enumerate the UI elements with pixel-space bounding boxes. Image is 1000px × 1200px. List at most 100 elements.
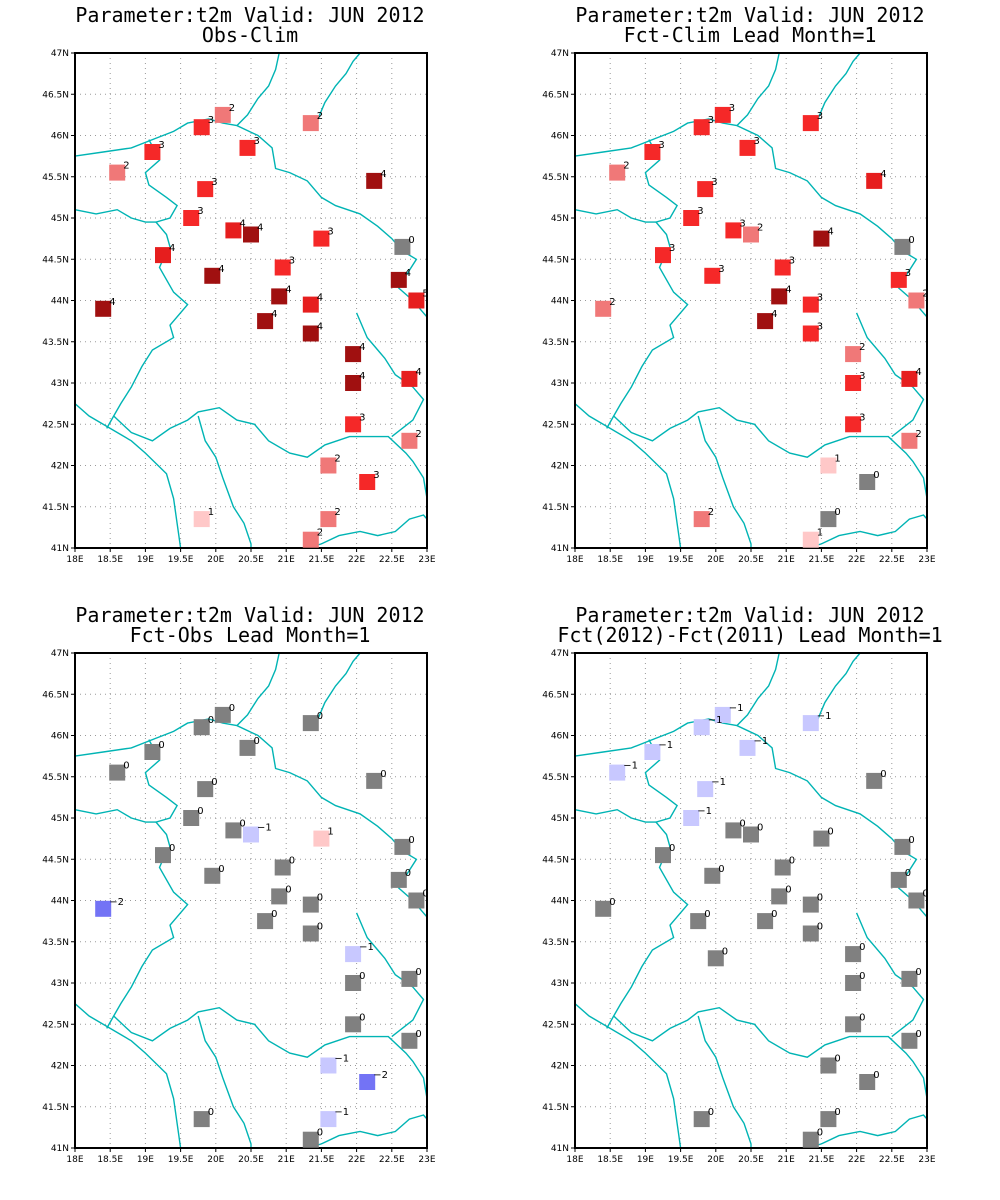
station-label: 0 bbox=[380, 769, 386, 780]
panel-title: Parameter:t2m Valid: JUN 2012 bbox=[575, 603, 925, 627]
lat-tick-label: 45.5N bbox=[542, 773, 569, 783]
station-label: −1 bbox=[658, 740, 673, 751]
station-marker bbox=[183, 810, 200, 826]
grid-lines bbox=[575, 53, 927, 548]
station-marker bbox=[320, 457, 337, 474]
station-marker bbox=[214, 106, 231, 123]
station-marker bbox=[859, 474, 876, 490]
station-label: 2 bbox=[334, 454, 340, 465]
border-line bbox=[574, 118, 928, 318]
station-label: −1 bbox=[334, 1054, 349, 1065]
lat-tick-label: 45N bbox=[51, 214, 69, 224]
station-marker bbox=[408, 892, 425, 909]
station-label: 3 bbox=[211, 177, 217, 188]
lat-tick-label: 43.5N bbox=[42, 938, 69, 948]
lat-tick-label: 41.5N bbox=[42, 503, 69, 513]
border-line bbox=[613, 406, 928, 499]
station-marker bbox=[193, 719, 210, 736]
station-label: 3 bbox=[817, 111, 823, 122]
lat-tick-label: 42N bbox=[551, 1062, 569, 1072]
lat-tick-label: 44.5N bbox=[542, 855, 569, 865]
station-label: 0 bbox=[158, 740, 164, 751]
station-marker bbox=[714, 706, 731, 723]
border-line bbox=[307, 1114, 428, 1149]
station-marker bbox=[359, 1074, 376, 1090]
lat-tick-label: 44N bbox=[551, 897, 569, 907]
station-marker bbox=[271, 288, 288, 305]
lon-tick-label: 20E bbox=[207, 555, 224, 565]
station-label: −1 bbox=[708, 715, 723, 726]
border-line bbox=[236, 652, 280, 727]
lon-tick-label: 23E bbox=[918, 1155, 935, 1165]
panel-subtitle: Fct-Obs Lead Month=1 bbox=[129, 623, 371, 647]
station-label: 4 bbox=[317, 293, 323, 304]
lon-tick-label: 19E bbox=[637, 555, 654, 565]
border-line bbox=[106, 139, 189, 429]
border-line bbox=[697, 1015, 752, 1148]
station-marker bbox=[225, 222, 242, 239]
station-marker bbox=[859, 1074, 876, 1090]
lat-tick-label: 44N bbox=[51, 297, 69, 307]
station-label: 0 bbox=[415, 1029, 421, 1040]
station-marker bbox=[644, 144, 661, 160]
lon-tick-label: 22.5E bbox=[379, 555, 405, 565]
station-marker bbox=[239, 139, 256, 156]
station-label: 0 bbox=[718, 864, 724, 875]
lon-tick-label: 23E bbox=[418, 555, 435, 565]
station-marker bbox=[757, 313, 774, 330]
panel-title: Parameter:t2m Valid: JUN 2012 bbox=[75, 3, 425, 27]
station-marker bbox=[274, 259, 291, 276]
station-marker bbox=[901, 370, 918, 387]
station-marker bbox=[197, 781, 214, 798]
station-label: 3 bbox=[729, 103, 735, 114]
station-label: 4 bbox=[257, 223, 263, 234]
station-label: 4 bbox=[771, 309, 777, 320]
map-frame: 18E 18.5E 19E 19.5E 20E 20.5E 21E 21.5E 22E 22.5E… bbox=[542, 649, 936, 1165]
lon-tick-label: 18.5E bbox=[597, 555, 623, 565]
station-marker bbox=[894, 238, 911, 255]
station-label: 4 bbox=[405, 268, 411, 279]
station-label: 0 bbox=[317, 1128, 323, 1139]
station-marker bbox=[394, 838, 411, 855]
station-marker bbox=[697, 181, 714, 198]
lon-tick-label: 21E bbox=[778, 555, 795, 565]
station-label: 1 bbox=[208, 507, 214, 518]
lon-tick-label: 20E bbox=[207, 1155, 224, 1165]
lon-tick-label: 19E bbox=[137, 1155, 154, 1165]
lat-tick-label: 45N bbox=[551, 814, 569, 824]
station-label: 4 bbox=[880, 169, 886, 180]
station-label: 4 bbox=[415, 367, 421, 378]
station-marker bbox=[697, 781, 714, 798]
lon-tick-label: 23E bbox=[918, 555, 935, 565]
station-label: 4 bbox=[915, 367, 921, 378]
station-label: 4 bbox=[271, 309, 277, 320]
lat-tick-label: 43N bbox=[51, 379, 69, 389]
station-marker bbox=[704, 867, 721, 884]
station-marker bbox=[693, 719, 710, 736]
station-label: −1 bbox=[697, 806, 712, 817]
lat-tick-label: 42.5N bbox=[42, 1020, 69, 1030]
station-marker bbox=[693, 1111, 710, 1128]
station-label: 3 bbox=[817, 293, 823, 304]
station-marker bbox=[743, 226, 759, 243]
lat-tick-label: 46N bbox=[551, 132, 569, 142]
border-line bbox=[317, 652, 361, 720]
station-label: 0 bbox=[289, 856, 295, 867]
station-label: −1 bbox=[729, 703, 744, 714]
station-marker bbox=[401, 970, 418, 987]
station-marker bbox=[655, 847, 671, 864]
station-marker bbox=[155, 247, 171, 264]
station-label: 0 bbox=[317, 893, 323, 904]
station-marker bbox=[725, 822, 742, 839]
station-label: 0 bbox=[239, 818, 245, 829]
station-label: 0 bbox=[834, 507, 840, 518]
station-marker bbox=[313, 830, 330, 847]
lon-tick-label: 22E bbox=[848, 1155, 865, 1165]
lon-tick-label: 19.5E bbox=[168, 1155, 194, 1165]
station-marker bbox=[693, 119, 710, 136]
border-line bbox=[697, 415, 752, 548]
station-label: 3 bbox=[905, 268, 911, 279]
lat-tick-label: 46N bbox=[51, 132, 69, 142]
station-label: 0 bbox=[771, 909, 777, 920]
